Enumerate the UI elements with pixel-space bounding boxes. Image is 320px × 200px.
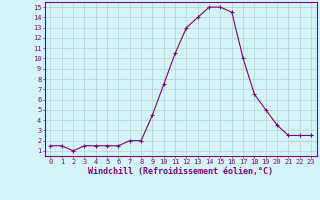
X-axis label: Windchill (Refroidissement éolien,°C): Windchill (Refroidissement éolien,°C) bbox=[88, 167, 273, 176]
